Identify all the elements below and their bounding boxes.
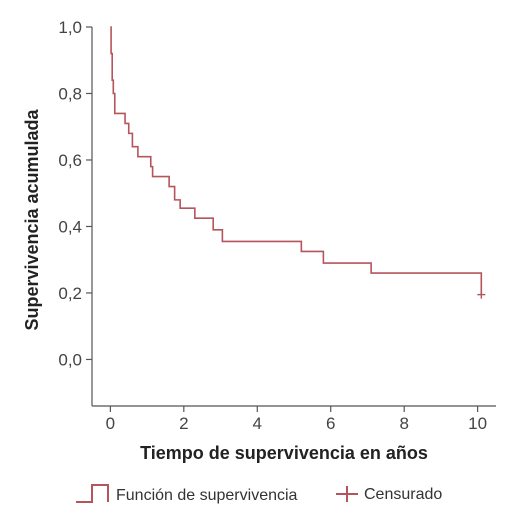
x-tick-label: 0 (106, 414, 115, 433)
censored-markers (477, 290, 486, 299)
legend-survival-label: Función de supervivencia (116, 487, 298, 504)
x-tick-label: 6 (326, 414, 335, 433)
survival-curve-line (110, 26, 483, 295)
x-tick-label: 2 (179, 414, 188, 433)
y-axis-title: Supervivencia acumulada (22, 108, 42, 330)
x-ticks: 0 2 4 6 8 10 (106, 406, 487, 433)
y-tick-label: 0,6 (58, 151, 82, 170)
y-tick-label: 0,8 (58, 84, 82, 103)
y-tick-label: 0,4 (58, 217, 82, 236)
y-tick-label: 0,2 (58, 284, 82, 303)
legend-survival-symbol (76, 484, 109, 503)
x-tick-label: 4 (253, 414, 262, 433)
legend: Función de supervivencia Censurado (76, 484, 442, 504)
legend-censored-label: Censurado (364, 486, 442, 503)
y-ticks: 0,0 0,2 0,4 0,6 0,8 1,0 (58, 18, 92, 369)
x-axis-title: Tiempo de supervivencia en años (140, 443, 428, 463)
x-tick-label: 10 (468, 414, 487, 433)
y-tick-label: 1,0 (58, 18, 82, 37)
y-tick-label: 0,0 (58, 350, 82, 369)
x-tick-label: 8 (399, 414, 408, 433)
